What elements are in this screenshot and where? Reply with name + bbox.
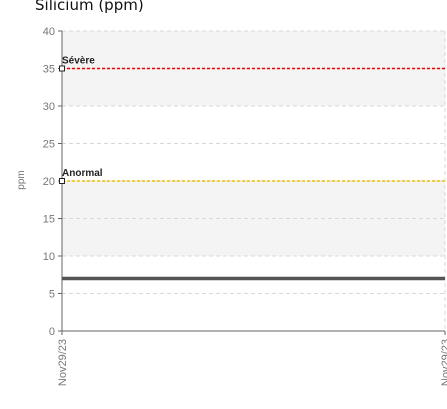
chart-reference-lines: Sévère Anormal bbox=[59, 56, 445, 184]
reference-label: Sévère bbox=[62, 56, 95, 67]
reference-marker bbox=[59, 178, 65, 184]
y-tick-label: 20 bbox=[43, 176, 55, 188]
y-tick-label: 40 bbox=[43, 26, 55, 38]
chart-title: Silicium (ppm) bbox=[35, 0, 144, 14]
chart-axes: 0 5 10 15 20 25 30 35 40 Nov29/23 Nov29/23 bbox=[43, 26, 447, 386]
x-tick-label: Nov29/23 bbox=[57, 339, 69, 386]
y-tick-label: 10 bbox=[43, 251, 55, 263]
x-tick-label: Nov29/23 bbox=[440, 339, 447, 386]
y-tick-label: 0 bbox=[49, 326, 55, 338]
y-tick-label: 25 bbox=[43, 139, 55, 151]
reference-marker bbox=[59, 65, 65, 72]
y-tick-label: 30 bbox=[43, 101, 55, 113]
y-tick-label: 5 bbox=[49, 289, 55, 301]
y-axis-label: ppm bbox=[16, 170, 27, 189]
y-tick-label: 15 bbox=[43, 214, 55, 226]
y-tick-label: 35 bbox=[43, 64, 55, 76]
reference-label: Anormal bbox=[62, 168, 103, 179]
